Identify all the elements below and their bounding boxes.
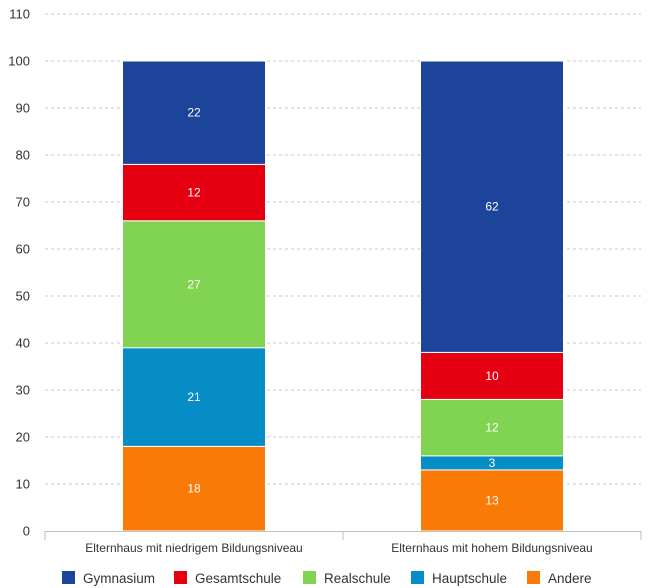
legend-label: Hauptschule	[432, 571, 507, 586]
bar-segment	[420, 469, 564, 532]
y-tick-label: 70	[16, 195, 30, 210]
legend-swatch	[411, 571, 424, 584]
legend-swatch	[527, 571, 540, 584]
bar-segment	[122, 163, 266, 222]
data-label: 13	[485, 493, 499, 507]
legend-label: Realschule	[324, 571, 391, 586]
data-label: 10	[485, 369, 499, 383]
data-label: 18	[187, 482, 201, 496]
bar-segment	[420, 60, 564, 353]
y-tick-label: 110	[9, 7, 30, 22]
data-label: 62	[485, 200, 499, 214]
legend-label: Gesamtschule	[195, 571, 281, 586]
data-label: 12	[485, 421, 499, 435]
bar-segment	[122, 347, 266, 447]
bar-segment	[420, 351, 564, 400]
y-tick-label: 30	[16, 383, 30, 398]
bar-segment	[122, 60, 266, 165]
data-label: 3	[489, 456, 496, 470]
data-label: 21	[187, 390, 201, 404]
legend: Gymnasium Gesamtschule Realschule Hauptschu…	[62, 571, 592, 586]
x-axis: Elternhaus mit niedrigem Bildungsniveau E…	[44, 531, 642, 555]
y-tick-label: 0	[23, 524, 30, 539]
y-axis: 0 10 20 30 40 50 60 70 80 90 100 110	[8, 7, 30, 539]
y-tick-label: 60	[16, 242, 30, 257]
data-label: 22	[187, 106, 201, 120]
y-tick-label: 20	[16, 430, 30, 445]
legend-swatch	[303, 571, 316, 584]
bar-segment	[122, 445, 266, 532]
legend-swatch	[174, 571, 187, 584]
y-tick-label: 90	[16, 101, 30, 116]
y-tick-label: 80	[16, 148, 30, 163]
legend-label: Gymnasium	[83, 571, 155, 586]
x-category-label: Elternhaus mit niedrigem Bildungsniveau	[85, 541, 302, 555]
x-category-label: Elternhaus mit hohem Bildungsniveau	[391, 541, 592, 555]
legend-label: Andere	[548, 571, 592, 586]
bar-segment	[420, 398, 564, 457]
bars: 18 21 27 12 22 13 3 12 10 62	[122, 60, 564, 532]
y-tick-label: 10	[16, 477, 30, 492]
data-label: 27	[187, 277, 201, 291]
legend-swatch	[62, 571, 75, 584]
data-label: 12	[187, 186, 201, 200]
y-tick-label: 50	[16, 289, 30, 304]
y-tick-label: 40	[16, 336, 30, 351]
y-tick-label: 100	[8, 54, 30, 69]
